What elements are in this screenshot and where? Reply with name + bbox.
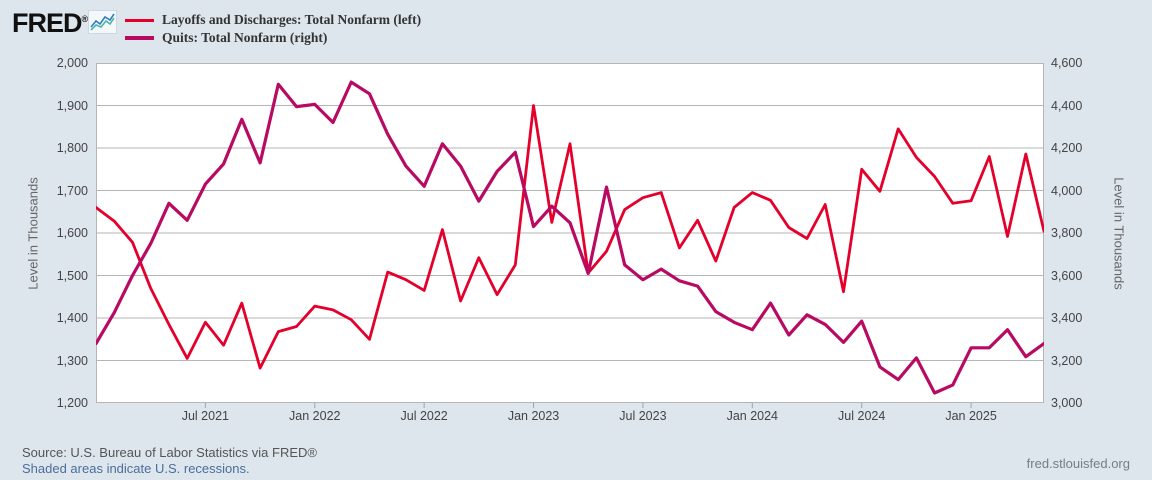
left-axis-tick-label: 1,200 — [56, 396, 88, 410]
left-axis-tick-label: 1,300 — [56, 353, 88, 368]
plot-border — [96, 63, 1044, 403]
x-axis-tick-label: Jan 2023 — [507, 409, 560, 423]
left-axis-tick-label: 1,700 — [56, 183, 88, 198]
right-axis-tick-label: 4,000 — [1051, 183, 1083, 198]
legend-swatch-quits — [125, 36, 154, 40]
left-axis-tick-label: 1,500 — [56, 268, 88, 283]
right-axis-tick-label: 4,600 — [1051, 56, 1083, 70]
fred-sparkline-icon — [88, 10, 117, 34]
right-axis-tick-label: 4,400 — [1051, 98, 1083, 113]
x-axis-tick-label: Jul 2021 — [181, 409, 229, 423]
left-axis-tick-label: 1,900 — [56, 98, 88, 113]
fred-site-link[interactable]: fred.stlouisfed.org — [1026, 456, 1130, 471]
x-axis-tick-label: Jul 2024 — [838, 409, 886, 423]
recessions-link[interactable]: Shaded areas indicate U.S. recessions. — [22, 461, 250, 476]
right-axis-title: Level in Thousands — [1111, 177, 1127, 290]
plot-area — [94, 63, 1046, 408]
legend-swatch-layoffs — [125, 18, 154, 22]
legend-item-quits: Quits: Total Nonfarm (right) — [125, 29, 327, 47]
x-axis-tick-label: Jul 2023 — [619, 409, 667, 423]
legend-label-quits: Quits: Total Nonfarm (right) — [162, 30, 328, 45]
x-axis-tick-label: Jan 2022 — [289, 409, 341, 423]
left-axis-tick-label: 1,800 — [56, 141, 88, 155]
right-axis-tick-label: 3,000 — [1051, 396, 1083, 410]
x-axis-tick-label: Jan 2024 — [726, 409, 779, 423]
right-axis-tick-label: 3,400 — [1051, 311, 1083, 325]
left-axis-tick-label: 1,400 — [56, 311, 88, 325]
left-axis-tick-label: 1,600 — [56, 226, 88, 240]
x-axis-tick-label: Jan 2025 — [945, 409, 997, 423]
x-axis-tick-label: Jul 2022 — [400, 409, 448, 423]
fred-logo-text: FRED — [12, 8, 82, 38]
legend-item-layoffs: Layoffs and Discharges: Total Nonfarm (l… — [125, 11, 421, 29]
series-line-layoffs — [94, 104, 1046, 370]
right-axis-tick-label: 3,800 — [1051, 226, 1083, 240]
right-axis-tick-label: 3,200 — [1051, 353, 1083, 368]
fred-logo-registered-mark: ® — [81, 14, 89, 24]
right-axis-tick-label: 3,600 — [1051, 268, 1083, 283]
fred-logo[interactable]: FRED® — [12, 8, 88, 39]
right-axis-tick-label: 4,200 — [1051, 141, 1083, 155]
legend-label-layoffs: Layoffs and Discharges: Total Nonfarm (l… — [162, 12, 422, 27]
series-line-quits — [94, 80, 1046, 395]
chart-canvas — [94, 63, 1046, 408]
source-note: Source: U.S. Bureau of Labor Statistics … — [22, 445, 317, 460]
left-axis-tick-label: 2,000 — [56, 56, 88, 70]
